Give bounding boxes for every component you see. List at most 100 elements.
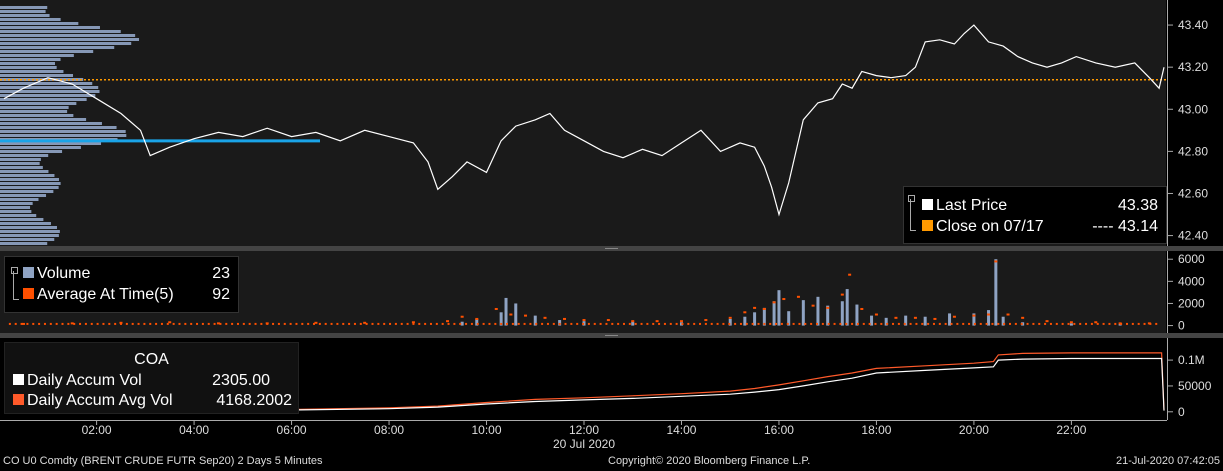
volume-bar [533, 315, 537, 326]
avg-time-marker [563, 317, 567, 320]
volume-tick-label: 2000 [1178, 296, 1205, 310]
volume-tick-label: 6000 [1178, 252, 1205, 266]
volume-profile-bar [0, 98, 87, 101]
volume-profile-bar [0, 118, 87, 121]
avg-time-marker [96, 322, 99, 325]
accum-vol-line [3, 357, 1165, 413]
volume-bar [972, 313, 976, 326]
avg-time-marker [952, 315, 956, 318]
avg-time-marker [541, 322, 544, 325]
volume-profile-bar [0, 30, 121, 33]
avg-time-marker [207, 322, 210, 325]
avg-time-marker [301, 322, 304, 325]
avg-time-marker [1085, 322, 1088, 325]
avg-time-marker [728, 322, 731, 325]
avg-time-marker [517, 322, 520, 325]
volume-profile-bar [0, 6, 48, 9]
volume-profile-bar [0, 10, 46, 13]
avg-time-marker [1096, 322, 1099, 325]
avg-time-marker [295, 322, 298, 325]
x-tick-label: 12:00 [569, 423, 599, 437]
avg-time-marker [26, 322, 29, 325]
avg-time-marker [120, 322, 122, 325]
avg-time-marker [523, 322, 526, 325]
avg-time-marker [994, 260, 998, 263]
avg-time-marker [687, 322, 690, 325]
avg-time-marker [108, 322, 111, 325]
volume-profile-bar [0, 238, 55, 241]
volume-profile-bar [0, 130, 126, 133]
volume-profile-bar [0, 58, 61, 61]
avg-time-marker [932, 322, 935, 325]
avg-time-marker [1143, 322, 1146, 325]
avg-time-marker [14, 322, 17, 325]
avg-time-marker [500, 322, 503, 325]
x-tick-label: 06:00 [277, 423, 307, 437]
avg-time-marker [1032, 322, 1035, 325]
avg-time-marker [242, 322, 245, 325]
volume-profile-bar [0, 162, 40, 165]
accum-legend[interactable]: COA Daily Accum Vol 2305.00 Daily Accum … [4, 342, 299, 414]
avg-time-marker [371, 322, 374, 325]
avg-time-marker [646, 322, 649, 325]
volume-profile-bar [0, 202, 33, 205]
avg-time-marker [605, 322, 608, 325]
avg-time-marker [827, 322, 830, 325]
volume-profile-bar [0, 234, 59, 237]
avg-time-marker [307, 322, 310, 325]
x-tick-label: 22:00 [1056, 423, 1086, 437]
avg-time-marker [798, 322, 801, 325]
avg-time-marker [363, 321, 367, 324]
x-tick-label: 18:00 [861, 423, 891, 437]
avg-time-marker [38, 322, 41, 325]
avg-time-marker [114, 322, 117, 325]
avg-time-marker [628, 322, 631, 325]
volume-profile-bar [0, 110, 68, 113]
avg-time-marker [435, 322, 438, 325]
avg-time-marker [543, 316, 547, 319]
avg-time-marker [8, 322, 11, 325]
avg-time-marker [125, 322, 128, 325]
avg-time-marker [874, 322, 877, 325]
volume-bar [1001, 316, 1005, 326]
avg-time-marker [289, 322, 292, 325]
avg-time-marker [792, 322, 795, 325]
avg-time-marker [734, 322, 737, 325]
volume-bar [772, 301, 776, 326]
avg-time-marker [283, 322, 286, 325]
volume-bar [1069, 323, 1073, 326]
volume-bar [840, 301, 844, 326]
avg-time-marker [1079, 322, 1082, 325]
x-tick-label: 14:00 [666, 423, 696, 437]
avg-time-marker [848, 273, 852, 276]
avg-time-marker [564, 322, 567, 325]
avg-time-marker [743, 311, 747, 314]
avg-time-marker [1102, 322, 1105, 325]
volume-profile-bar [0, 194, 47, 197]
accum-avg-line [3, 352, 1165, 413]
volume-legend[interactable]: Volume 23 Average At Time(5) 92 [4, 256, 239, 313]
avg-time-marker [868, 322, 871, 325]
accum-avg-swatch [13, 394, 24, 406]
avg-time-marker [913, 316, 917, 319]
avg-time-marker [1044, 322, 1047, 325]
volume-profile-bar [0, 226, 57, 229]
price-tick-label: 43.00 [1178, 102, 1208, 116]
avg-time-marker [860, 307, 864, 310]
price-tick-label: 42.80 [1178, 144, 1208, 158]
price-legend[interactable]: Last Price 43.38 Close on 07/17 ---- 43.… [903, 186, 1167, 244]
avg-time-marker [511, 322, 514, 325]
volume-profile-bar [0, 66, 57, 69]
footer-ticker: CO U0 Comdty (BRENT CRUDE FUTR Sep20) 2 … [3, 455, 323, 467]
avg-time-marker [1055, 322, 1058, 325]
avg-time-marker [669, 322, 672, 325]
avg-time-marker [587, 322, 590, 325]
volume-profile-bar [0, 222, 51, 225]
avg-time-marker [1137, 322, 1140, 325]
x-tick-label: 02:00 [82, 423, 112, 437]
avg-time-marker [903, 322, 906, 325]
last-price-line [3, 24, 1165, 217]
avg-time-marker [1090, 322, 1093, 325]
avg-time-marker [757, 322, 760, 325]
avg-time-marker [196, 322, 199, 325]
